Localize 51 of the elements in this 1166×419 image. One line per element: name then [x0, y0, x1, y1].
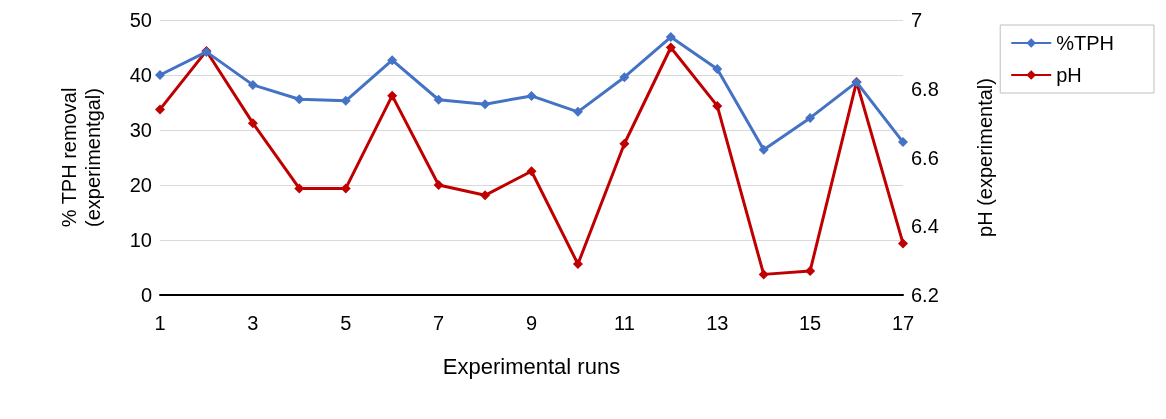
point: [247, 118, 258, 129]
point: [526, 166, 537, 177]
y2-axis-title: pH (experimental): [974, 78, 996, 237]
point: [805, 265, 816, 276]
point: [526, 90, 537, 101]
point: [247, 79, 258, 90]
y-tick-label: 30: [129, 119, 152, 141]
point: [758, 269, 769, 280]
point: [665, 32, 676, 43]
y2-tick-label: 7: [911, 9, 923, 31]
point: [619, 138, 630, 149]
point: [712, 100, 723, 111]
y-tick-label: 50: [129, 9, 152, 31]
point: [433, 94, 444, 105]
point: [155, 70, 165, 80]
x-tick-label: 9: [525, 312, 538, 334]
point: [665, 42, 676, 53]
x-tick-label: 3: [247, 312, 259, 334]
y2-tick-label: 6.2: [911, 284, 939, 306]
x-tick-label: 11: [613, 312, 635, 334]
point: [155, 104, 165, 115]
x-tick-label: 7: [433, 312, 445, 334]
point: [898, 137, 908, 148]
x-tick-label: 13: [706, 312, 729, 334]
x-tick-label: 15: [799, 312, 822, 334]
x-axis-title: Experimental runs: [442, 353, 621, 379]
y2-tick-label: 6.6: [911, 146, 939, 169]
point: [572, 106, 583, 117]
y2-tick-label: 6.4: [911, 215, 939, 238]
point: [712, 63, 723, 74]
point: [898, 238, 908, 249]
point: [433, 180, 444, 190]
y-axis-title: % TPH removal (experimentgal): [58, 87, 104, 228]
x-tick-label: 1: [154, 312, 166, 334]
legend-label: pH: [1056, 64, 1082, 86]
point: [387, 90, 398, 101]
legend-label: %TPH: [1056, 32, 1115, 54]
point: [387, 55, 398, 66]
y-tick-label: 20: [129, 174, 152, 196]
point: [758, 144, 769, 155]
y-tick-label: 0: [140, 284, 152, 306]
y2-tick-label: 6.8: [911, 77, 939, 100]
point: [480, 99, 491, 110]
point: [572, 259, 583, 270]
point: [619, 72, 630, 83]
y-tick-label: 40: [129, 64, 152, 86]
point: [805, 112, 816, 123]
x-tick-label: 17: [891, 312, 915, 334]
point: [480, 190, 491, 201]
x-tick-label: 5: [340, 312, 352, 334]
y-tick-label: 10: [129, 229, 152, 251]
